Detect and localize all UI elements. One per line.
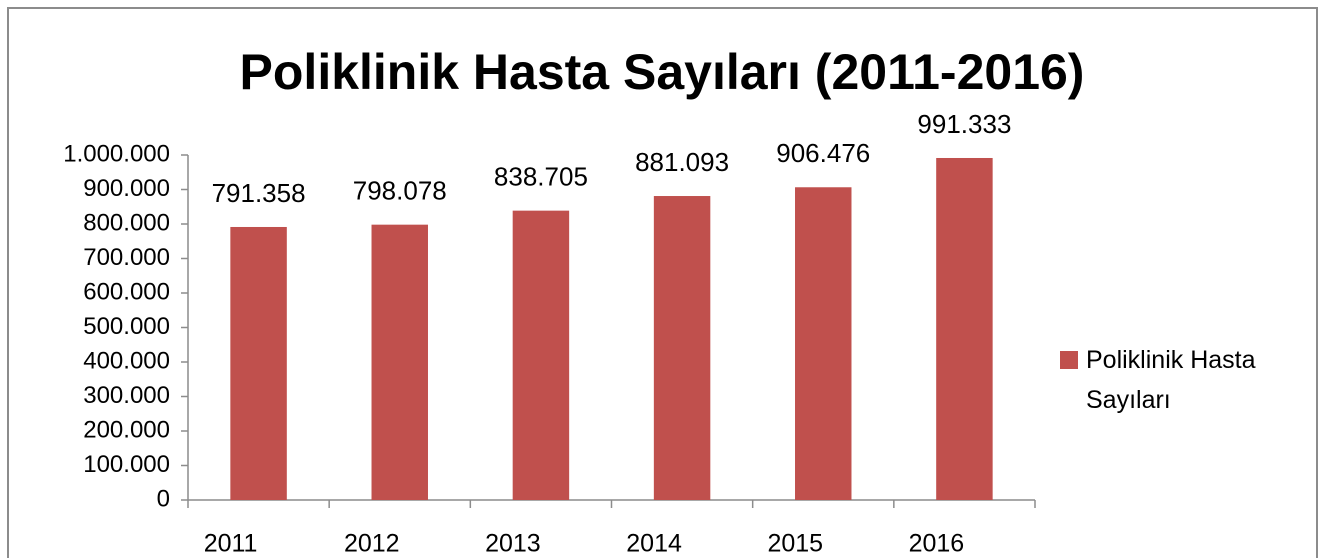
- y-tick-label: 1.000.000: [63, 140, 170, 167]
- y-tick-label: 300.000: [83, 382, 170, 409]
- x-tick-label: 2013: [485, 530, 541, 558]
- legend-label: Poliklinik Hasta Sayıları: [1086, 346, 1256, 414]
- bar: [653, 196, 711, 500]
- x-tick-label: 2011: [204, 530, 258, 558]
- bar: [512, 210, 570, 500]
- y-tick-label: 400.000: [83, 347, 170, 374]
- bar: [371, 224, 428, 500]
- x-tick-label: 2014: [626, 530, 682, 558]
- legend: Poliklinik Hasta Sayıları: [1060, 340, 1300, 420]
- bar: [795, 187, 852, 500]
- data-label: 991.333: [917, 109, 1011, 139]
- x-tick-label: 2012: [344, 530, 400, 558]
- y-tick-label: 0: [157, 485, 170, 512]
- data-label: 906.476: [776, 138, 870, 168]
- y-tick-label: 800.000: [83, 209, 170, 236]
- chart-title: Poliklinik Hasta Sayıları (2011-2016): [240, 44, 1085, 100]
- legend-swatch: [1060, 351, 1078, 369]
- y-tick-label: 100.000: [83, 451, 170, 478]
- x-tick-label: 2015: [767, 530, 823, 558]
- data-label: 881.093: [635, 147, 729, 177]
- y-tick-label: 700.000: [83, 244, 170, 271]
- y-tick-label: 200.000: [83, 416, 170, 443]
- data-label: 791.358: [212, 178, 306, 208]
- y-tick-label: 900.000: [83, 175, 170, 202]
- x-tick-label: 2016: [909, 530, 965, 558]
- bar: [936, 157, 993, 500]
- data-label: 838.705: [494, 162, 588, 192]
- y-tick-label: 500.000: [83, 313, 170, 340]
- bar: [230, 226, 287, 500]
- data-label: 798.078: [353, 176, 447, 206]
- y-tick-label: 600.000: [83, 278, 170, 305]
